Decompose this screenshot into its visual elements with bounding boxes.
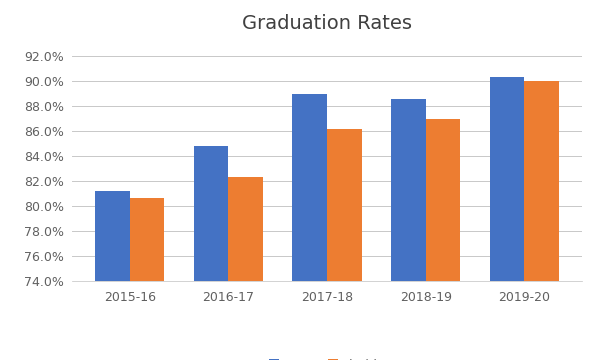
Bar — [292, 94, 327, 360]
Bar — [425, 120, 460, 360]
Bar — [229, 177, 263, 360]
Legend: OCPS, Florida: OCPS, Florida — [263, 354, 391, 360]
Bar — [95, 191, 130, 360]
Bar — [194, 146, 229, 360]
Bar — [490, 77, 524, 360]
Bar — [524, 81, 559, 360]
Bar — [327, 130, 362, 360]
Title: Graduation Rates: Graduation Rates — [242, 14, 412, 33]
Bar — [391, 99, 425, 360]
Bar — [130, 198, 164, 360]
